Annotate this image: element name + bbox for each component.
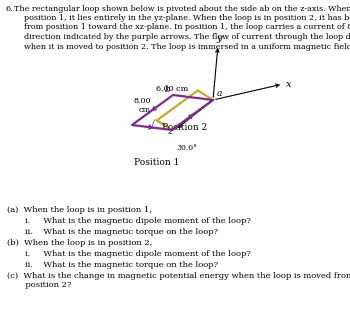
Text: i.     What is the magnetic dipole moment of the loop?: i. What is the magnetic dipole moment of… [25, 250, 251, 258]
Text: 8.00
cm: 8.00 cm [133, 97, 150, 114]
Text: ii.    What is the magnetic torque on the loop?: ii. What is the magnetic torque on the l… [25, 261, 218, 269]
Text: x: x [286, 80, 292, 89]
Text: Position 2: Position 2 [162, 123, 207, 132]
Text: 30.0°: 30.0° [176, 144, 197, 152]
Text: y: y [216, 34, 222, 43]
Text: i.     What is the magnetic dipole moment of the loop?: i. What is the magnetic dipole moment of… [25, 217, 251, 225]
Text: Position 1: Position 1 [134, 158, 180, 167]
Text: (b)  When the loop is in position 2,: (b) When the loop is in position 2, [7, 239, 152, 247]
Text: 6.: 6. [5, 5, 13, 13]
Text: (c)  What is the change in magnetic potential energy when the loop is moved from: (c) What is the change in magnetic poten… [7, 272, 350, 289]
Text: ii.    What is the magnetic torque on the loop?: ii. What is the magnetic torque on the l… [25, 228, 218, 236]
Text: b: b [164, 85, 170, 94]
Text: a: a [217, 89, 222, 98]
Text: 6.00 cm: 6.00 cm [156, 84, 188, 92]
Text: z: z [167, 127, 172, 136]
Text: The rectangular loop shown below is pivoted about the side ab on the z-axis. Whe: The rectangular loop shown below is pivo… [14, 5, 350, 51]
Text: (a)  When the loop is in position 1,: (a) When the loop is in position 1, [7, 206, 152, 214]
